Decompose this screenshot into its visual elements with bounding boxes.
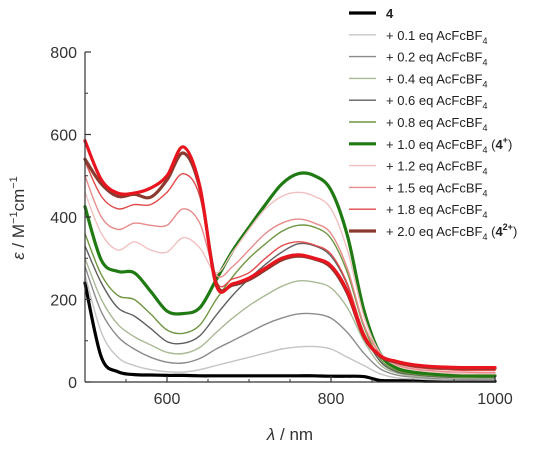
- legend-text-main: + 0.4 eq AcFcBF: [386, 71, 483, 86]
- y-axis-mid: cm: [9, 189, 28, 212]
- series-line-9: [84, 160, 496, 372]
- legend-text-paren: (: [487, 224, 496, 239]
- series-line-6: [83, 171, 497, 378]
- legend-text-main: + 1.0 eq AcFcBF: [386, 137, 483, 152]
- x-axis-label: λ / nm: [266, 425, 313, 444]
- legend-text-paren: ): [508, 137, 512, 152]
- legend-label-0: 4: [386, 6, 394, 21]
- x-axis: 600 800 1000: [84, 376, 513, 408]
- legend-label-4: + 0.6 eq AcFcBF4: [386, 93, 487, 111]
- legend-text-superscript: +: [503, 135, 508, 145]
- x-axis-unit: / nm: [275, 425, 313, 444]
- legend-text-main: + 1.5 eq AcFcBF: [386, 180, 483, 195]
- series-line-0: [83, 281, 497, 383]
- legend-text-main: + 0.8 eq AcFcBF: [386, 115, 483, 130]
- legend-text-subscript: 4: [482, 232, 487, 242]
- legend-text-subscript: 4: [482, 188, 487, 198]
- legend-text-subscript: 4: [482, 123, 487, 133]
- legend-text-subscript: 4: [482, 167, 487, 177]
- legend-text-subscript: 4: [482, 101, 487, 111]
- series-line-1: [84, 274, 496, 381]
- legend-label-8: + 1.5 eq AcFcBF4: [386, 180, 487, 198]
- x-tick-label: 1000: [477, 391, 513, 408]
- legend-text-main: + 0.6 eq AcFcBF: [386, 93, 483, 108]
- y-tick-label: 400: [50, 210, 77, 227]
- legend-label-10: + 2.0 eq AcFcBF4 (42+): [386, 222, 517, 242]
- legend-text-main: + 0.2 eq AcFcBF: [386, 50, 483, 65]
- legend-label-7: + 1.2 eq AcFcBF4: [386, 159, 487, 177]
- x-tick-label: 800: [318, 391, 345, 408]
- legend-text-main: + 0.1 eq AcFcBF: [386, 28, 483, 43]
- series-line-5: [84, 224, 496, 378]
- legend-text-main: + 1.8 eq AcFcBF: [386, 202, 483, 217]
- legend-label-9: + 1.8 eq AcFcBF4: [386, 202, 487, 220]
- y-axis-label: ε / M−1cm−1: [8, 176, 28, 260]
- legend-text-compound: 4: [495, 137, 503, 152]
- legend: 4+ 0.1 eq AcFcBF4+ 0.2 eq AcFcBF4+ 0.4 e…: [349, 6, 517, 242]
- y-axis: 0 200 400 600 800: [50, 45, 91, 392]
- y-axis-unit: / M: [9, 224, 28, 252]
- x-tick-label: 600: [154, 391, 181, 408]
- legend-text-subscript: 4: [482, 210, 487, 220]
- legend-text-paren: (: [487, 137, 496, 152]
- y-axis-sup1: −1: [8, 211, 20, 224]
- legend-text-paren: ): [513, 224, 517, 239]
- legend-text-compound: 4: [386, 6, 394, 21]
- plot-area: [83, 139, 497, 383]
- legend-text-superscript: 2+: [503, 222, 513, 232]
- legend-text-subscript: 4: [482, 79, 487, 89]
- series-line-8: [84, 175, 496, 374]
- legend-text-subscript: 4: [482, 36, 487, 46]
- x-axis-symbol: λ: [266, 425, 275, 444]
- series-line-3: [84, 257, 496, 380]
- y-tick-label: 200: [50, 293, 77, 310]
- legend-text-main: + 1.2 eq AcFcBF: [386, 159, 483, 174]
- legend-label-2: + 0.2 eq AcFcBF4: [386, 50, 487, 68]
- legend-text-compound: 4: [495, 224, 503, 239]
- y-tick-label: 600: [50, 128, 77, 145]
- legend-label-3: + 0.4 eq AcFcBF4: [386, 71, 487, 89]
- series-line-7: [84, 191, 496, 375]
- legend-label-6: + 1.0 eq AcFcBF4 (4+): [386, 135, 512, 155]
- legend-text-subscript: 4: [482, 145, 487, 155]
- y-axis-symbol: ε: [9, 252, 28, 260]
- y-axis-sup2: −1: [8, 176, 20, 189]
- legend-text-main: + 2.0 eq AcFcBF: [386, 224, 483, 239]
- y-tick-label: 800: [50, 45, 77, 62]
- series-line-2: [84, 265, 496, 380]
- legend-label-5: + 0.8 eq AcFcBF4: [386, 115, 487, 133]
- series-line-11: [83, 139, 497, 370]
- legend-text-subscript: 4: [482, 58, 487, 68]
- legend-label-1: + 0.1 eq AcFcBF4: [386, 28, 487, 46]
- y-tick-label: 0: [68, 375, 77, 392]
- series-line-4: [84, 242, 496, 379]
